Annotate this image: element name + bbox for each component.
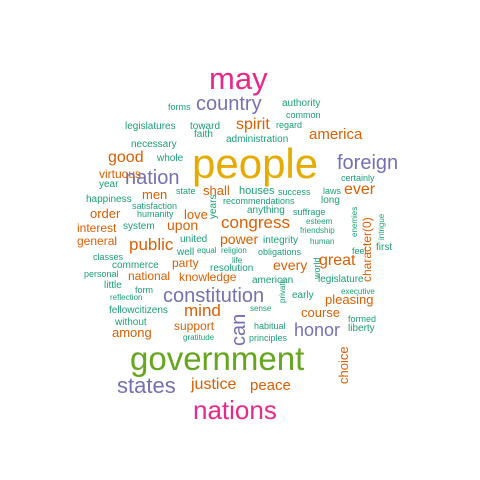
word-peace: peace xyxy=(250,377,291,394)
word-personal: personal xyxy=(84,269,119,279)
word-humanity: humanity xyxy=(137,209,174,219)
word-habitual: habitual xyxy=(254,321,286,331)
word-government: government xyxy=(130,340,305,377)
word-shall: shall xyxy=(203,183,230,198)
word-feel: feel xyxy=(352,246,367,256)
word-authority: authority xyxy=(282,98,321,109)
word-friendship: friendship xyxy=(300,226,335,235)
word-suffrage: suffrage xyxy=(293,207,326,217)
word-equal: equal xyxy=(197,246,217,255)
word-legislatures: legislatures xyxy=(125,121,176,132)
word-success: success xyxy=(278,187,311,197)
word-commerce: commerce xyxy=(112,260,159,271)
word-life: life xyxy=(232,256,243,265)
word-recommendations: recommendations xyxy=(223,196,295,206)
word-administration: administration xyxy=(226,134,289,145)
word-regard: regard xyxy=(276,120,303,130)
word-choice: choice xyxy=(336,346,351,384)
word-love: love xyxy=(184,207,208,222)
word-certainly: certainly xyxy=(341,173,375,183)
word-anything: anything xyxy=(247,205,285,216)
word-necessary: necessary xyxy=(131,139,177,150)
word-interest: interest xyxy=(77,221,117,235)
word-power: power xyxy=(220,231,259,247)
word-ever: ever xyxy=(344,181,376,198)
word-upon: upon xyxy=(167,217,199,233)
word-united: united xyxy=(180,234,208,245)
word-virtuous: virtuous xyxy=(99,167,142,181)
word-integrity: integrity xyxy=(263,235,299,246)
word-gratitude: gratitude xyxy=(183,333,215,342)
word-country: country xyxy=(196,93,262,115)
word-nation: nation xyxy=(125,167,180,189)
word-support: support xyxy=(174,319,215,333)
word-every: every xyxy=(273,257,308,273)
word-happiness: happiness xyxy=(86,194,132,205)
word-course: course xyxy=(301,305,341,320)
word-mind: mind xyxy=(184,301,221,320)
word-general: general xyxy=(77,234,118,248)
word-classes: classes xyxy=(93,252,124,262)
word-esteem: esteem xyxy=(306,217,333,226)
word-satisfaction: satisfaction xyxy=(132,201,178,211)
word-without: without xyxy=(115,317,147,328)
word-party: party xyxy=(172,256,199,270)
word-enemies: enemies xyxy=(350,206,359,237)
word-human: human xyxy=(310,237,335,246)
word-order: order xyxy=(90,206,121,221)
word-intrigue: intrigue xyxy=(377,213,386,240)
word-american: american xyxy=(252,275,294,286)
word-formed: formed xyxy=(348,314,377,324)
word-year: year xyxy=(99,179,119,190)
word-may: may xyxy=(209,61,268,96)
word-faith: faith xyxy=(194,129,213,140)
word-form: form xyxy=(135,285,153,295)
word-executive: executive xyxy=(341,287,375,296)
word-little: little xyxy=(104,280,122,291)
word-principles: principles xyxy=(249,333,288,343)
word-common: common xyxy=(286,110,321,120)
word-private: private xyxy=(278,278,287,303)
word-well: well xyxy=(177,247,195,258)
word-spirit: spirit xyxy=(236,116,270,133)
word-men: men xyxy=(142,187,168,202)
word-justice: justice xyxy=(191,376,237,393)
word-congress: congress xyxy=(221,213,290,232)
word-early: early xyxy=(292,290,314,301)
word-states: states xyxy=(117,373,176,398)
word-nations: nations xyxy=(193,395,277,425)
word-great: great xyxy=(319,252,356,269)
word-long: long xyxy=(321,195,340,206)
word-resolution: resolution xyxy=(210,263,254,274)
word-obligations: obligations xyxy=(258,247,302,257)
word-toward: toward xyxy=(190,121,221,132)
word-laws: laws xyxy=(323,186,342,196)
word-years: years xyxy=(208,194,219,219)
word-sense: sense xyxy=(250,304,272,313)
word-can: can xyxy=(228,313,250,346)
word-reflection: reflection xyxy=(110,293,143,302)
word-first: first xyxy=(376,242,393,253)
word-honor: honor xyxy=(294,320,341,340)
word-america: america xyxy=(309,126,363,143)
word-pleasing: pleasing xyxy=(325,292,374,307)
word-houses: houses xyxy=(239,185,275,197)
word-fellowcitizens: fellowcitizens xyxy=(109,305,168,316)
word-whole: whole xyxy=(157,153,184,164)
word-liberty: liberty xyxy=(348,323,375,334)
word-forms: forms xyxy=(168,102,191,112)
word-state: state xyxy=(176,186,196,196)
word-good: good xyxy=(108,149,144,166)
word-public: public xyxy=(129,235,174,254)
word-people: people xyxy=(192,140,319,187)
word-system: system xyxy=(123,221,155,232)
word-legislature: legislature xyxy=(318,274,364,285)
word-foreign: foreign xyxy=(337,152,399,174)
word-national: national xyxy=(128,269,171,283)
word-knowledge: knowledge xyxy=(179,270,237,284)
word-constitution: constitution xyxy=(163,285,265,307)
word-among: among xyxy=(112,325,152,340)
word-religion: religion xyxy=(221,246,247,255)
